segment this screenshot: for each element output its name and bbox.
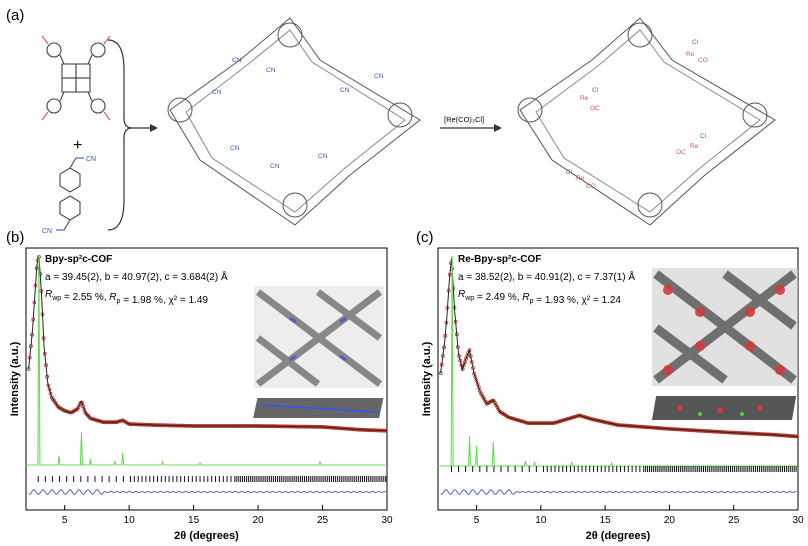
x-tick-label: 10 [535,515,547,526]
svg-text:Re: Re [580,95,589,102]
x-tick-label: 30 [792,515,804,526]
svg-text:CN: CN [318,153,328,160]
panel-b-structure-inset [253,286,384,418]
x-tick-label: 15 [188,515,200,526]
panel-b-fit-stats: Rwp = 2.55 %, Rp = 1.98 %, χ² = 1.49 [45,289,208,306]
simulated-pattern [438,255,798,467]
x-tick-label: 30 [381,515,393,526]
y-axis-label: Intensity (a.u.) [9,341,21,416]
svg-text:Cl: Cl [700,133,707,140]
svg-text:Cl: Cl [692,39,699,46]
svg-text:Re: Re [686,51,695,58]
x-tick-label: 15 [600,515,612,526]
svg-text:Re: Re [690,143,699,150]
cn-label-1: CN [86,156,96,163]
svg-text:CO: CO [586,183,596,190]
y-axis-label: Intensity (a.u.) [421,341,433,416]
difference-curve [28,488,386,495]
svg-text:CN: CN [340,87,350,94]
arrow-reagent-label: [Re(CO)₃Cl] [444,115,484,124]
cn-label-2: CN [42,228,52,235]
x-tick-label: 20 [664,515,676,526]
svg-text:CO: CO [698,57,708,64]
svg-text:OC: OC [676,149,686,156]
pyrene-aldehyde-monomer [41,35,111,121]
svg-text:Cl: Cl [566,169,573,176]
panel-c-compound-name: Re-Bpy-sp²c-COF [458,254,541,265]
panel-a-label: (a) [6,7,24,24]
x-axis-label: 2θ (degrees) [586,530,651,542]
reaction-arrow-2 [440,124,502,132]
reaction-arrow-1 [132,124,158,132]
svg-text:CN: CN [232,57,242,64]
plus-sign: + [73,137,82,154]
panel-b-cell-params: a = 39.45(2), b = 40.97(2), c = 3.684(2)… [45,270,228,283]
bipyridine-monomer [56,157,84,231]
panel-c-structure-inset [651,268,798,420]
svg-text:CN: CN [212,89,222,96]
svg-text:Re: Re [576,175,585,182]
rhenium-centers: Re Cl Re Cl Re Cl Re Cl CO OC OC CO [566,39,708,190]
re-cof-framework-structure [517,17,776,226]
panel-c-label: (c) [416,229,434,246]
difference-curve [440,488,797,495]
bragg-positions [451,466,799,472]
svg-text:CN: CN [266,67,276,74]
x-tick-label: 20 [253,515,265,526]
plot-frame [25,247,388,511]
x-tick-label: 25 [317,515,329,526]
x-tick-label: 25 [728,515,740,526]
svg-text:CN: CN [374,73,384,80]
svg-text:Cl: Cl [592,87,599,94]
panel-c-fit-stats: Rwp = 2.49 %, Rp = 1.93 %, χ² = 1.24 [458,289,621,306]
calculated-series [440,257,798,437]
panel-b-compound-name: Bpy-sp²c-COF [45,254,112,265]
simulated-pattern [26,254,387,466]
panel-c-cell-params: a = 38.52(2), b = 40.91(2), c = 7.37(1) … [458,270,635,283]
calculated-series [28,254,387,432]
svg-text:OC: OC [590,105,600,112]
x-tick-label: 5 [62,515,68,526]
xrd-chart-b: 5 10 15 20 25 30 2θ (degrees) Intensity (a.u.) [9,247,393,542]
x-tick-label: 10 [124,515,136,526]
x-axis-label: 2θ (degrees) [174,530,239,542]
svg-text:CN: CN [230,145,240,152]
x-tick-label: 5 [474,515,480,526]
bragg-positions [37,476,387,482]
brace [107,39,133,231]
panel-b-label: (b) [6,229,24,246]
framework-cn-labels: CN CN CN CN CN CN CN CN [212,57,384,170]
svg-text:CN: CN [270,163,280,170]
cof-framework-structure [167,17,421,226]
